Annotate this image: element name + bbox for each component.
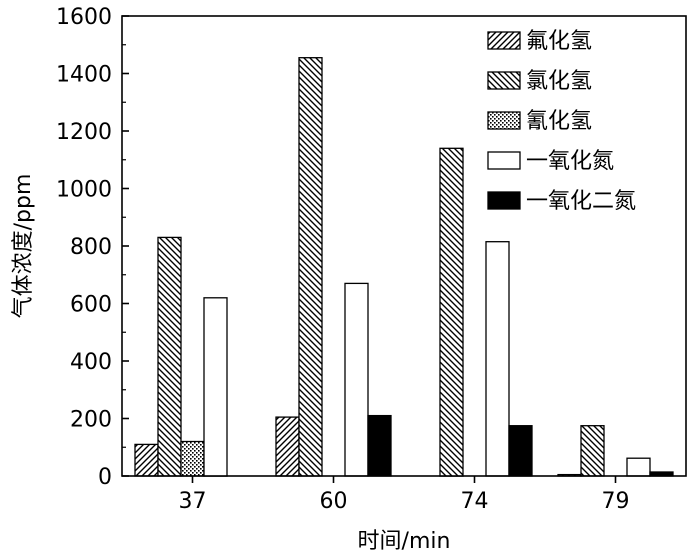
bar-0-0: [134, 443, 159, 477]
bar-0-1: [157, 236, 182, 477]
legend-swatch: [487, 31, 521, 50]
bar-1-0: [275, 416, 300, 477]
legend-label: 氯化氢: [526, 69, 592, 94]
y-axis-title: 气体浓度/ppm: [11, 174, 36, 319]
y-tick-label: 600: [70, 293, 112, 318]
legend-swatch: [487, 71, 521, 90]
axes: 0 200 400 600 800 1000 1200 1400 1600 37 60 74 79: [56, 5, 687, 514]
legend-swatch: [487, 191, 521, 210]
bar-1-4: [367, 414, 392, 477]
bar-1-3: [344, 282, 369, 477]
y-tick-label: 1000: [56, 178, 112, 203]
y-tick-label: 800: [70, 235, 112, 260]
legend-label: 一氧化氮: [526, 149, 614, 174]
bar-2-1: [439, 147, 464, 477]
x-axis-label: 时间/min: [358, 529, 451, 554]
y-tick-label: 1600: [56, 5, 112, 30]
x-tick-label: 37: [179, 489, 207, 514]
legend-swatch: [487, 151, 521, 170]
legend-swatch: [487, 111, 521, 130]
x-axis-title: 时间/min: [358, 529, 451, 554]
y-axis-label: 气体浓度/ppm: [11, 174, 36, 319]
x-tick-label: 60: [320, 489, 348, 514]
bar-1-1: [298, 57, 323, 477]
bars-group: [134, 57, 674, 477]
y-tick-label: 400: [70, 350, 112, 375]
legend-label: 一氧化二氮: [526, 189, 636, 214]
bar-2-4: [508, 425, 533, 477]
y-tick-label: 200: [70, 408, 112, 433]
bar-0-2: [180, 440, 205, 477]
bar-3-1: [580, 425, 605, 477]
x-tick-label: 74: [461, 489, 489, 514]
y-tick-label: 0: [98, 465, 112, 490]
x-tick-label: 79: [602, 489, 630, 514]
bar-3-3: [626, 457, 651, 477]
y-tick-label: 1400: [56, 63, 112, 88]
bar-2-3: [485, 241, 510, 477]
legend-label: 氰化氢: [526, 109, 592, 134]
bar-0-3: [203, 297, 228, 477]
y-tick-label: 1200: [56, 120, 112, 145]
legend-label: 氟化氢: [526, 29, 592, 54]
